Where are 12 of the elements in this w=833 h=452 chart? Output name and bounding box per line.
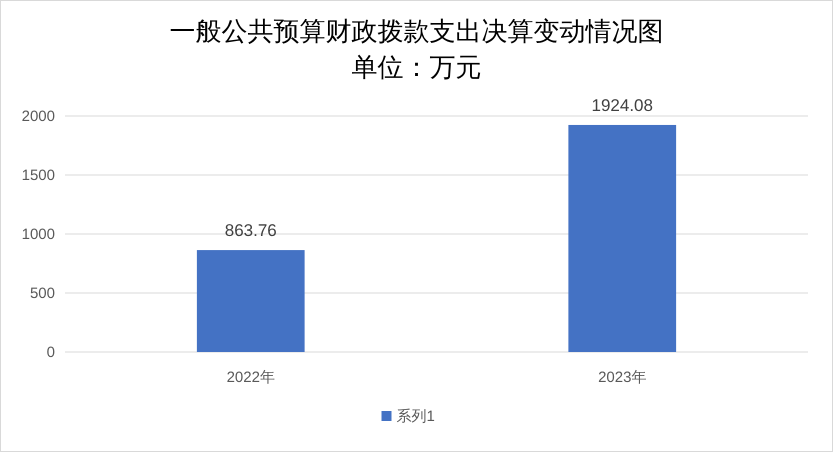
chart-title: 一般公共预算财政拨款支出决算变动情况图: [170, 16, 664, 46]
legend-label: 系列1: [396, 408, 435, 425]
y-tick-label: 1000: [22, 226, 55, 243]
x-tick-label: 2022年: [226, 369, 275, 386]
data-label: 1924.08: [592, 96, 653, 115]
x-tick-label: 2023年: [598, 369, 646, 386]
data-label: 863.76: [224, 221, 277, 240]
y-tick-label: 1500: [22, 167, 55, 184]
y-tick-label: 0: [46, 344, 55, 361]
chart-subtitle: 单位：万元: [352, 52, 482, 82]
y-tick-label: 500: [30, 285, 55, 302]
y-tick-label: 2000: [22, 108, 55, 125]
